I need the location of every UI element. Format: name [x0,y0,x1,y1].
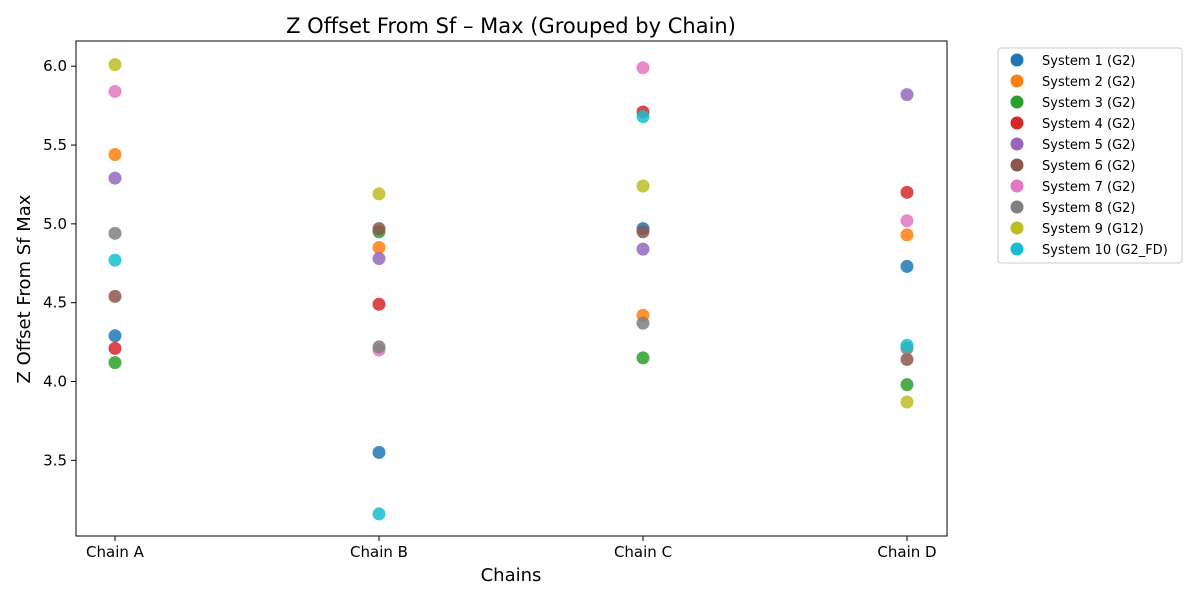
legend-label: System 4 (G2) [1042,117,1136,132]
data-point [108,84,122,98]
data-point [372,340,386,354]
legend-label: System 9 (G12) [1042,222,1144,237]
data-point [900,214,914,228]
legend-marker [1010,200,1024,214]
legend-label: System 10 (G2_FD) [1042,243,1168,258]
data-points [108,58,914,521]
legend-marker [1010,53,1024,67]
x-axis-label: Chains [481,565,542,586]
data-point [108,253,122,267]
legend-label: System 6 (G2) [1042,159,1136,174]
data-point [636,316,650,330]
data-point [900,395,914,409]
y-axis-ticks: 3.5 4.0 4.5 5.0 5.5 6.0 [43,57,76,469]
data-point [372,241,386,255]
legend-marker [1010,221,1024,235]
data-point [900,378,914,392]
data-point [636,351,650,365]
x-tick-label: Chain D [877,543,936,561]
y-tick-label: 4.5 [43,294,67,312]
data-point [900,338,914,352]
y-tick-label: 3.5 [43,451,67,469]
legend-label: System 8 (G2) [1042,201,1136,216]
y-tick-label: 6.0 [43,57,67,75]
legend-marker [1010,116,1024,130]
data-point [372,445,386,459]
data-point [636,242,650,256]
legend-box [997,47,1183,264]
legend-marker [1010,95,1024,109]
data-point [636,225,650,239]
data-point [636,179,650,193]
data-point [636,61,650,75]
data-point [900,228,914,242]
data-point [108,289,122,303]
legend-marker [1010,242,1024,256]
x-tick-label: Chain C [614,543,672,561]
x-axis-ticks: Chain A Chain B Chain C Chain D [86,536,937,561]
data-point [108,226,122,240]
data-point [900,185,914,199]
plot-area-frame [75,40,948,537]
legend-marker [1010,137,1024,151]
legend-label: System 1 (G2) [1042,54,1136,69]
y-tick-label: 5.0 [43,215,67,233]
data-point [108,329,122,343]
x-tick-label: Chain A [86,543,145,561]
y-axis-label: Z Offset From Sf Max [14,194,35,383]
data-point [372,222,386,236]
y-tick-label: 5.5 [43,136,67,154]
y-tick-label: 4.0 [43,373,67,391]
legend-label: System 7 (G2) [1042,180,1136,195]
data-point [108,148,122,162]
legend-marker [1010,158,1024,172]
data-point [636,110,650,124]
data-point [372,507,386,521]
legend-marker [1010,179,1024,193]
legend: System 1 (G2) System 2 (G2) System 3 (G2) S… [997,47,1183,264]
legend-label: System 5 (G2) [1042,138,1136,153]
data-point [900,259,914,273]
data-point [900,88,914,102]
data-point [108,58,122,72]
data-point [372,187,386,201]
chart-title: Z Offset From Sf – Max (Grouped by Chain… [286,14,736,38]
data-point [372,297,386,311]
legend-label: System 3 (G2) [1042,96,1136,111]
data-point [372,252,386,266]
data-point [108,341,122,355]
legend-marker [1010,74,1024,88]
legend-items: System 1 (G2) System 2 (G2) System 3 (G2) S… [1010,53,1168,258]
data-point [108,171,122,185]
data-point [900,352,914,366]
x-tick-label: Chain B [350,543,408,561]
data-point [108,356,122,370]
legend-label: System 2 (G2) [1042,75,1136,90]
